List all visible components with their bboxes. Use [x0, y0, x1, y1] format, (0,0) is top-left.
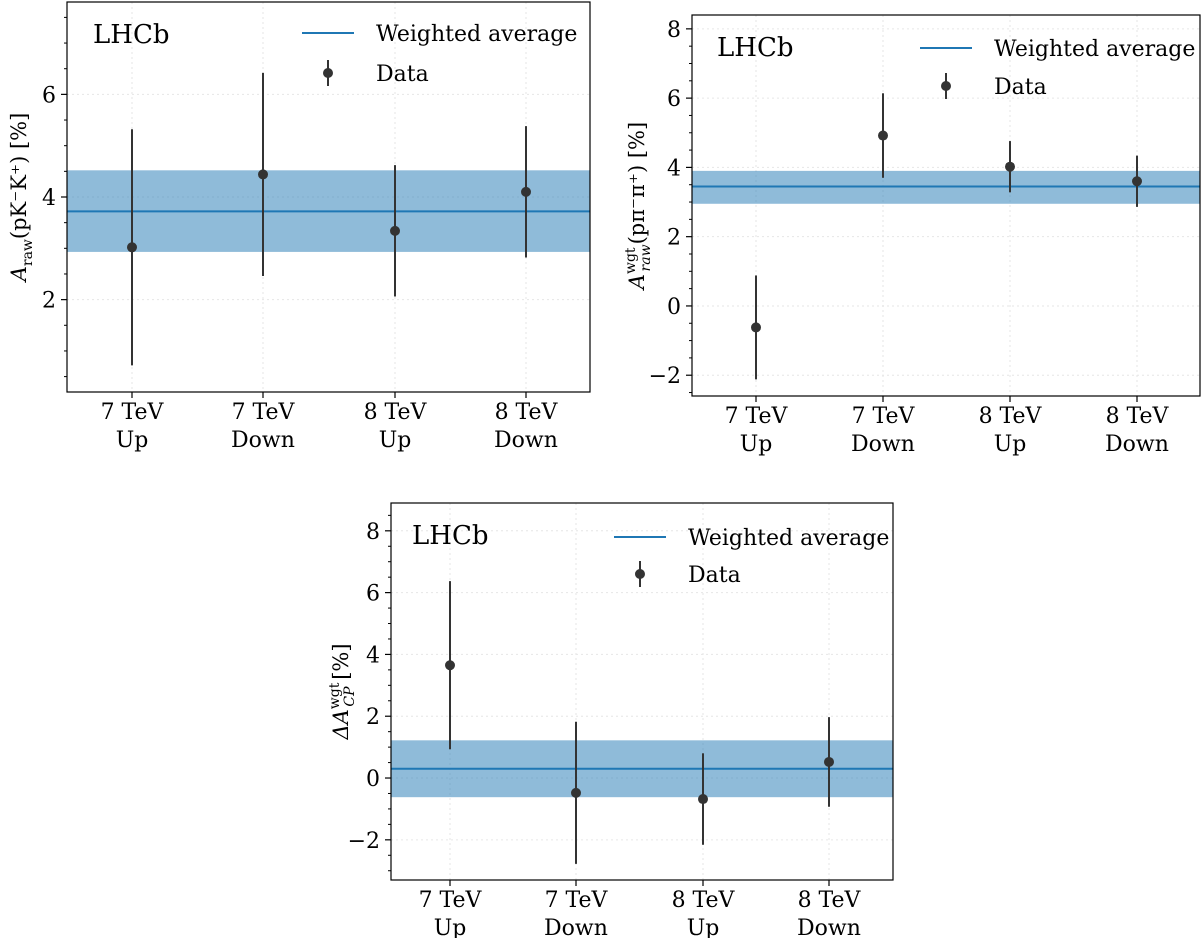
y-tick-label: −2 — [348, 829, 380, 854]
y-tick-label: 6 — [667, 87, 681, 112]
data-point — [390, 225, 400, 236]
y-tick-label: 6 — [42, 83, 56, 108]
category-label: 7 TeV Up — [419, 888, 483, 938]
axes-frame — [691, 14, 1201, 397]
category-label: 8 TeV Up — [979, 404, 1043, 457]
panel-label: LHCb — [93, 20, 169, 50]
legend-label: Weighted average — [688, 526, 889, 551]
y-axis-label: ΔAwgtCP [%] — [327, 643, 358, 740]
y-tick-label: −2 — [649, 364, 681, 389]
data-point — [1132, 176, 1142, 187]
panel-pkk: 2 4 6 7 TeV Up 7 TeV Down 8 TeV Up 8 TeV Down LHCb W… — [7, 1, 591, 453]
panel-delta-acp: −2 0 2 4 6 8 7 TeV Up 7 TeV Down 8 TeV Up 8 TeV Down L… — [327, 502, 894, 938]
panel-ppipi: −2 0 2 4 6 8 7 TeV Up 7 TeV Down 8 TeV Up 8 TeV Down L… — [623, 14, 1201, 457]
legend-label: Weighted average — [994, 37, 1195, 62]
y-tick-label: 4 — [366, 643, 380, 668]
data-point — [571, 787, 581, 798]
category-label: 8 TeV Down — [1105, 404, 1169, 457]
data-point — [445, 660, 455, 671]
data-point — [698, 794, 708, 805]
category-label: 7 TeV Down — [544, 888, 608, 938]
data-point — [878, 130, 888, 141]
data-point — [751, 322, 761, 333]
y-tick-label: 2 — [366, 705, 380, 730]
y-tick-label: 2 — [42, 289, 56, 314]
y-tick-label: 4 — [667, 156, 681, 181]
y-tick-label: 0 — [667, 295, 681, 320]
legend-point-swatch — [941, 81, 951, 91]
category-label: 8 TeV Up — [672, 888, 736, 938]
category-label: 8 TeV Down — [494, 400, 558, 453]
category-label: 7 TeV Up — [725, 404, 789, 457]
category-label: 7 TeV Down — [231, 400, 295, 453]
legend-point-swatch — [323, 68, 333, 78]
panel-label: LHCb — [412, 521, 488, 551]
data-point — [824, 756, 834, 767]
panel-label: LHCb — [717, 33, 793, 63]
y-tick-label: 2 — [667, 226, 681, 251]
y-axis-label: Araw(pK⁻K⁺) [%] — [7, 113, 36, 284]
y-tick-label: 0 — [366, 767, 380, 792]
y-axis-label: Awgtraw(pπ⁻π⁺) [%] — [623, 122, 654, 291]
axes-frame — [390, 502, 894, 881]
category-label: 7 TeV Up — [101, 400, 165, 453]
category-label: 7 TeV Down — [851, 404, 915, 457]
data-point — [127, 242, 137, 253]
category-label: 8 TeV Down — [797, 888, 861, 938]
data-point — [521, 186, 531, 197]
legend-label: Data — [688, 563, 741, 588]
y-tick-label: 4 — [42, 186, 56, 211]
legend-label: Data — [376, 62, 429, 87]
legend-point-swatch — [635, 569, 645, 579]
data-point — [1005, 161, 1015, 172]
legend-label: Weighted average — [376, 22, 577, 47]
y-tick-label: 8 — [366, 520, 380, 545]
category-label: 8 TeV Up — [364, 400, 428, 453]
legend-label: Data — [994, 75, 1047, 100]
y-tick-label: 8 — [667, 18, 681, 43]
data-point — [258, 169, 268, 180]
y-tick-label: 6 — [366, 582, 380, 607]
